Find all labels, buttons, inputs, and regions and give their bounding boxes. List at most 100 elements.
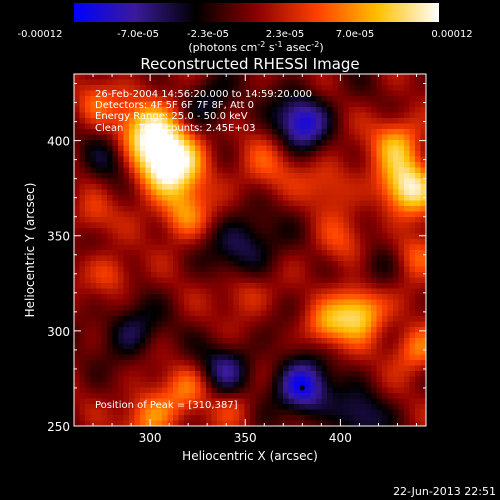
heatmap-cell — [272, 327, 279, 334]
heatmap-cell — [156, 338, 163, 345]
heatmap-cell — [217, 118, 224, 125]
heatmap-cell — [85, 129, 92, 136]
heatmap-cell — [354, 101, 361, 108]
heatmap-cell — [310, 239, 317, 246]
heatmap-cell — [129, 338, 136, 345]
heatmap-cell — [327, 409, 334, 416]
heatmap-cell — [129, 79, 136, 86]
heatmap-cell — [288, 294, 295, 301]
heatmap-cell — [244, 129, 251, 136]
heatmap-cell — [299, 327, 306, 334]
heatmap-cell — [393, 123, 400, 130]
heatmap-cell — [140, 79, 147, 86]
heatmap-cell — [217, 140, 224, 147]
heatmap-cell — [140, 420, 147, 426]
heatmap-cell — [195, 321, 202, 328]
heatmap-cell — [360, 343, 367, 350]
heatmap-cell — [354, 85, 361, 92]
heatmap-cell — [140, 376, 147, 383]
heatmap-cell — [349, 250, 356, 257]
heatmap-cell — [294, 228, 301, 235]
heatmap-cell — [354, 288, 361, 295]
heatmap-cell — [299, 206, 306, 213]
heatmap-cell — [189, 178, 196, 185]
heatmap-cell — [277, 156, 284, 163]
heatmap-cell — [277, 343, 284, 350]
heatmap-cell — [211, 200, 218, 207]
heatmap-cell — [283, 294, 290, 301]
heatmap-cell — [294, 393, 301, 400]
heatmap-cell — [200, 354, 207, 361]
heatmap-cell — [283, 101, 290, 108]
heatmap-cell — [228, 398, 235, 405]
heatmap-cell — [250, 277, 257, 284]
heatmap-cell — [354, 321, 361, 328]
heatmap-cell — [294, 365, 301, 372]
heatmap-cell — [206, 239, 213, 246]
heatmap-cell — [222, 112, 229, 119]
heatmap-cell — [195, 74, 202, 81]
heatmap-cell — [255, 140, 262, 147]
heatmap-cell — [305, 261, 312, 268]
heatmap-cell — [85, 123, 92, 130]
heatmap-cell — [321, 184, 328, 191]
heatmap-cell — [145, 244, 152, 251]
heatmap-cell — [85, 79, 92, 86]
heatmap-cell — [217, 167, 224, 174]
heatmap-cell — [90, 294, 97, 301]
heatmap-cell — [305, 376, 312, 383]
heatmap-cell — [107, 101, 114, 108]
heatmap-cell — [107, 393, 114, 400]
heatmap-cell — [338, 365, 345, 372]
heatmap-cell — [233, 101, 240, 108]
heatmap-cell — [233, 420, 240, 426]
heatmap-cell — [178, 294, 185, 301]
heatmap-cell — [239, 327, 246, 334]
heatmap-cell — [393, 343, 400, 350]
heatmap-cell — [129, 393, 136, 400]
heatmap-cell — [90, 123, 97, 130]
heatmap-cell — [277, 244, 284, 251]
heatmap-cell — [140, 140, 147, 147]
heatmap-cell — [387, 283, 394, 290]
heatmap-cell — [404, 288, 411, 295]
heatmap-cell — [310, 420, 317, 426]
heatmap-cell — [189, 129, 196, 136]
heatmap-cell — [140, 283, 147, 290]
heatmap-cell — [382, 107, 389, 114]
heatmap-cell — [360, 305, 367, 312]
heatmap-cell — [112, 409, 119, 416]
heatmap-cell — [387, 420, 394, 426]
heatmap-cell — [244, 321, 251, 328]
heatmap-cell — [173, 305, 180, 312]
heatmap-cell — [349, 277, 356, 284]
heatmap-cell — [112, 305, 119, 312]
heatmap-cell — [365, 167, 372, 174]
heatmap-cell — [255, 404, 262, 411]
heatmap-cell — [167, 211, 174, 218]
heatmap-cell — [151, 129, 158, 136]
heatmap-cell — [250, 189, 257, 196]
heatmap-cell — [343, 266, 350, 273]
heatmap-cell — [415, 420, 422, 426]
heatmap-cell — [354, 184, 361, 191]
heatmap-cell — [415, 195, 422, 202]
heatmap-cell — [332, 404, 339, 411]
heatmap-cell — [283, 321, 290, 328]
heatmap-cell — [255, 134, 262, 141]
heatmap-cell — [415, 206, 422, 213]
heatmap-cell — [184, 332, 191, 339]
heatmap-cell — [211, 195, 218, 202]
heatmap-cell — [288, 74, 295, 81]
heatmap-cell — [140, 244, 147, 251]
heatmap-cell — [316, 233, 323, 240]
heatmap-cell — [123, 415, 130, 422]
heatmap-cell — [294, 167, 301, 174]
heatmap-cell — [101, 266, 108, 273]
heatmap-cell — [134, 167, 141, 174]
heatmap-cell — [162, 343, 169, 350]
heatmap-cell — [239, 123, 246, 130]
heatmap-cell — [90, 277, 97, 284]
heatmap-cell — [129, 200, 136, 207]
heatmap-cell — [365, 277, 372, 284]
